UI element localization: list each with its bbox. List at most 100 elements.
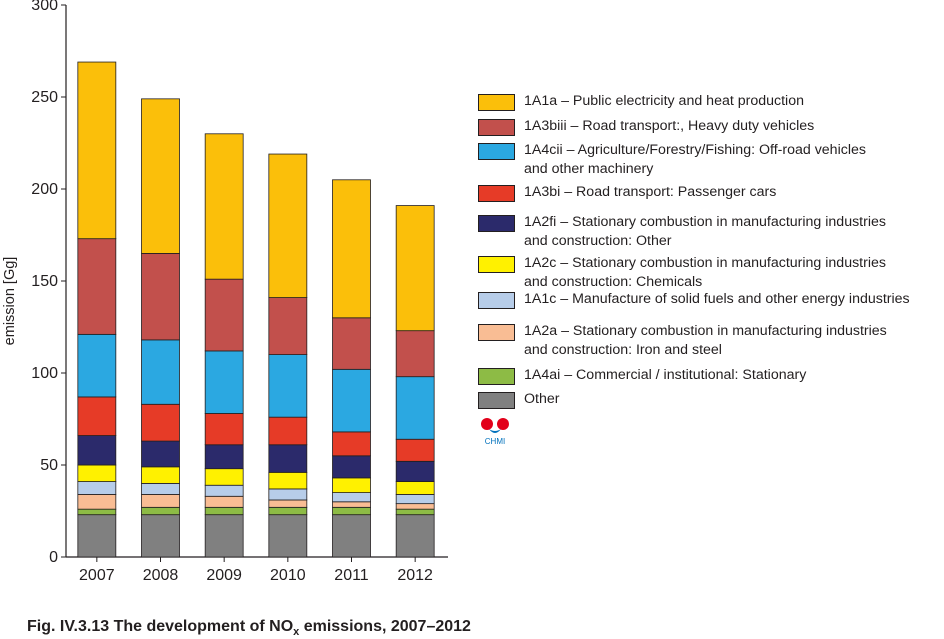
x-tick-label: 2007 <box>79 567 115 584</box>
bar-segment <box>204 133 244 280</box>
logo-wave <box>489 429 501 433</box>
bar-segment <box>204 468 244 486</box>
bar-segment <box>395 503 435 510</box>
bar-segment <box>395 438 435 462</box>
bar-segment <box>141 494 180 508</box>
bar-segment <box>77 514 117 558</box>
bar-segment <box>332 501 371 508</box>
logo-left-dot <box>481 418 493 430</box>
legend-label: 1A1c – Manufacture of solid fuels and ot… <box>524 291 910 307</box>
bar-segment <box>204 484 244 497</box>
legend-item: 1A1c – Manufacture of solid fuels and ot… <box>478 290 910 309</box>
bar-segment <box>77 333 117 398</box>
bar-segment <box>395 494 435 505</box>
bar-segment <box>332 455 371 479</box>
bar-segment <box>268 297 308 355</box>
legend-swatch <box>478 185 515 202</box>
bar-segment <box>268 514 308 558</box>
legend-swatch <box>478 324 515 341</box>
bar-segment <box>332 431 371 457</box>
x-tick-label: 2011 <box>334 567 369 584</box>
bar-segment <box>204 495 244 508</box>
legend-item: 1A3biii – Road transport:, Heavy duty ve… <box>478 117 814 136</box>
bar-segment <box>268 416 308 446</box>
x-tick-label: 2008 <box>143 567 179 584</box>
bar-segment <box>268 153 308 298</box>
y-axis-label: emission [Gg] <box>2 257 18 346</box>
y-tick-label: 50 <box>40 457 58 474</box>
bar-segment <box>77 238 117 335</box>
bar-segment <box>141 252 180 341</box>
x-tick-label: 2012 <box>397 567 433 584</box>
bar-segment <box>395 460 435 482</box>
bar-segment <box>77 396 117 436</box>
bar-segment <box>268 506 308 516</box>
bar-segment <box>332 492 371 503</box>
legend-swatch <box>478 94 515 111</box>
caption-subscript: x <box>293 626 300 639</box>
bar-segment <box>141 482 180 495</box>
logo-text: CHMI <box>485 437 505 446</box>
y-tick-label: 300 <box>31 0 58 14</box>
bar-segment <box>332 514 371 558</box>
bar-segment <box>77 435 117 466</box>
y-tick-label: 100 <box>31 365 58 382</box>
y-tick-label: 150 <box>31 273 58 290</box>
chmi-logo: CHMI <box>481 418 509 446</box>
bar-segment <box>141 98 180 254</box>
legend-label: 1A3bi – Road transport: Passenger cars <box>524 184 777 200</box>
legend-swatch <box>478 392 515 409</box>
legend-label: 1A1a – Public electricity and heat produ… <box>524 93 804 109</box>
legend-swatch <box>478 292 515 309</box>
legend-swatch <box>478 256 515 273</box>
bar-segment <box>395 330 435 378</box>
bar-segment <box>77 61 117 240</box>
bar-segment <box>395 514 435 558</box>
legend-item: 1A1a – Public electricity and heat produ… <box>478 92 804 111</box>
legend-item: 1A3bi – Road transport: Passenger cars <box>478 183 776 202</box>
bar-segment <box>141 339 180 405</box>
y-tick-label: 250 <box>31 89 58 106</box>
y-tick-label: 200 <box>31 181 58 198</box>
bar-segment <box>395 376 435 440</box>
legend-label: 1A3biii – Road transport:, Heavy duty ve… <box>524 118 815 134</box>
bar-segment <box>204 413 244 446</box>
bar-segment <box>268 444 308 473</box>
bar-segment <box>141 514 180 558</box>
bar-segment <box>77 494 117 510</box>
bar-segment <box>141 466 180 484</box>
legend-label: Other <box>524 391 560 407</box>
legend-swatch <box>478 119 515 136</box>
x-tick-label: 2009 <box>206 567 242 584</box>
legend-label: 1A4cii – Agriculture/Forestry/Fishing: O… <box>524 142 866 177</box>
bar-segment <box>332 317 371 370</box>
legend-label: 1A2fi – Stationary combustion in manufac… <box>524 214 886 249</box>
bar-segment <box>204 350 244 414</box>
legend-item: 1A2a – Stationary combustion in manufact… <box>478 322 887 360</box>
bar-segment <box>332 179 371 319</box>
x-tick-label: 2010 <box>270 567 306 584</box>
bar-segment <box>268 499 308 508</box>
legend-item: 1A2fi – Stationary combustion in manufac… <box>478 213 886 251</box>
bar-segment <box>77 508 117 516</box>
bar-segment <box>204 278 244 352</box>
bar-segment <box>395 205 435 332</box>
bar-segment <box>141 403 180 442</box>
legend-label: 1A4ai – Commercial / institutional: Stat… <box>524 367 807 383</box>
bar-segment <box>332 368 371 433</box>
y-tick-label: 0 <box>49 549 58 566</box>
bar-segment <box>395 481 435 495</box>
bar-segment <box>141 506 180 516</box>
caption-prefix: Fig. IV.3.13 The development of NO <box>27 618 294 635</box>
bar-segment <box>141 440 180 468</box>
bar-segment <box>268 471 308 490</box>
bar-segment <box>332 477 371 494</box>
caption-suffix: emissions, 2007–2012 <box>299 618 471 635</box>
legend-swatch <box>478 215 515 232</box>
legend-label: 1A2a – Stationary combustion in manufact… <box>524 323 887 358</box>
logo-right-dot <box>497 418 509 430</box>
bar-segment <box>204 506 244 516</box>
bar-segment <box>395 508 435 516</box>
legend-item: 1A4ai – Commercial / institutional: Stat… <box>478 366 806 385</box>
bar-segment <box>77 464 117 482</box>
